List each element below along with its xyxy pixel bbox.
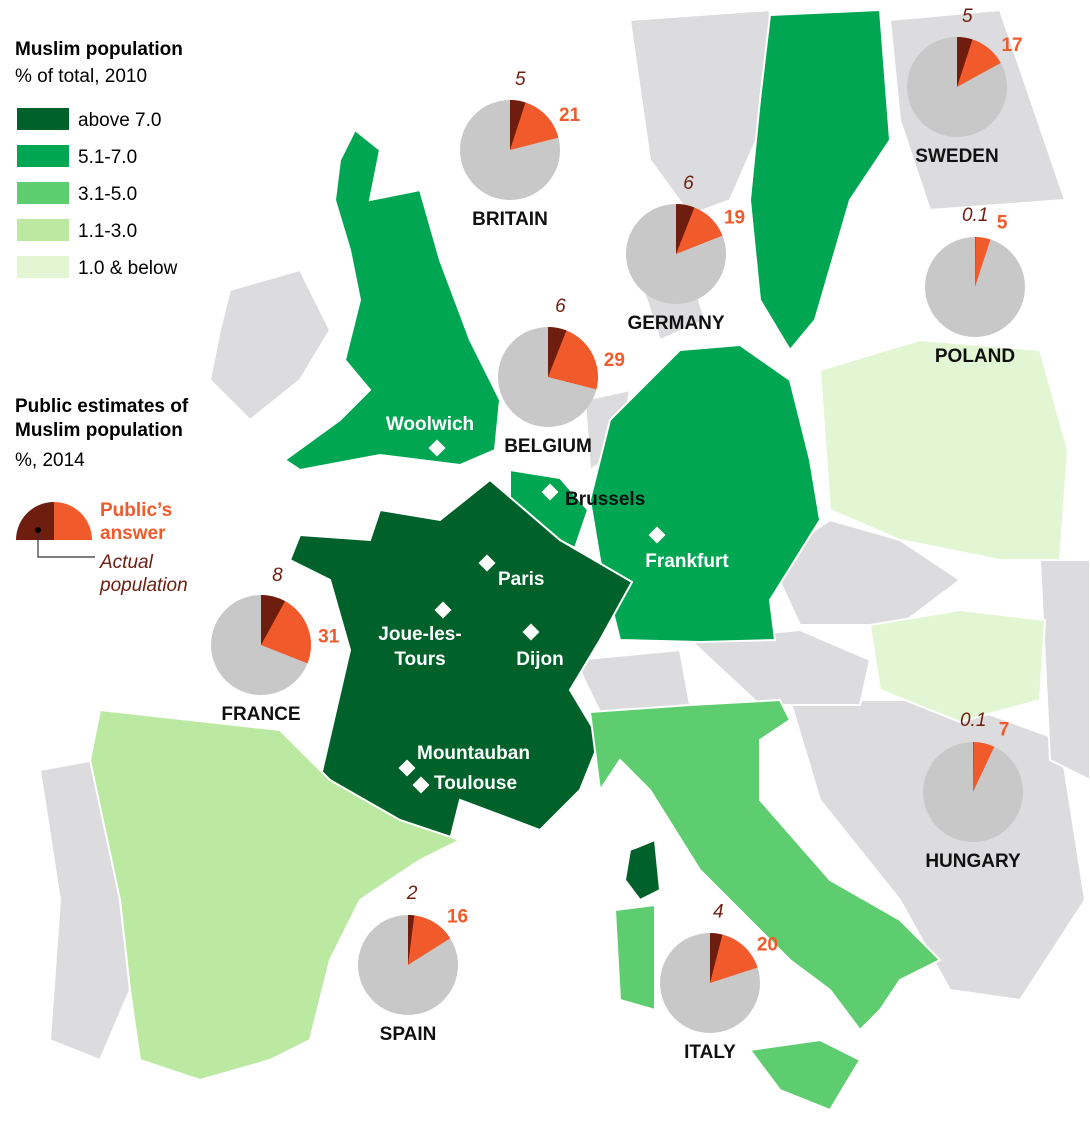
public-value: 21 [559, 105, 581, 126]
city-marker [434, 601, 452, 619]
pie-actual [510, 100, 526, 150]
legend-actual [16, 502, 54, 540]
germany [588, 343, 822, 644]
legend-swatch [17, 256, 69, 278]
legend-title: Muslim population [15, 39, 183, 60]
city-label: Mountauban [417, 743, 530, 764]
ireland [208, 268, 332, 422]
legend-label: 1.1-3.0 [78, 221, 137, 242]
actual-value: 0.1 [960, 710, 986, 731]
legend-swatch [17, 145, 69, 167]
legend-label: 1.0 & below [78, 258, 178, 279]
city-marker [478, 554, 496, 572]
public-value: 7 [999, 720, 1010, 741]
city-marker [398, 759, 416, 777]
country-name: ITALY [684, 1042, 736, 1063]
public-value: 17 [1001, 35, 1022, 56]
city-marker [522, 623, 540, 641]
pie-public [975, 237, 991, 287]
city-label: Tours [394, 649, 445, 670]
country-name: POLAND [935, 346, 1015, 367]
legend-pointer [37, 530, 95, 558]
public-label: Public’s [100, 500, 172, 521]
city-label: Woolwich [386, 414, 474, 435]
legend-dot [35, 527, 41, 533]
actual-label: population [99, 575, 188, 596]
public-value: 20 [757, 935, 778, 956]
city-label: Frankfurt [645, 551, 729, 572]
pie-actual [710, 933, 723, 983]
city-marker [541, 483, 559, 501]
spain [88, 708, 463, 1082]
city-label: Joue-les- [378, 624, 461, 645]
actual-value: 2 [406, 883, 418, 904]
estimates-subtitle: %, 2014 [15, 450, 85, 471]
pie-actual [548, 327, 567, 377]
switzerland [573, 648, 692, 714]
country-name: BELGIUM [504, 436, 592, 457]
actual-value: 5 [515, 69, 526, 90]
legend-swatch [17, 108, 69, 130]
country-name: FRANCE [221, 704, 300, 725]
public-value: 5 [997, 213, 1008, 234]
legend-swatch [17, 182, 69, 204]
actual-value: 8 [272, 565, 283, 586]
city-label: Paris [498, 569, 544, 590]
actual-value: 4 [713, 902, 724, 923]
estimates-title: Public estimates of [15, 396, 189, 417]
austria [687, 628, 872, 706]
city-label: Dijon [516, 649, 564, 670]
legend-swatch [17, 219, 69, 241]
public-value: 31 [318, 627, 340, 648]
actual-value: 6 [555, 296, 566, 317]
czech [768, 518, 962, 626]
public-value: 16 [447, 906, 468, 927]
sweden [748, 8, 892, 352]
pie-actual [957, 37, 973, 87]
public-label: answer [100, 523, 166, 544]
actual-label: Actual [99, 552, 154, 573]
legend-public [54, 502, 92, 540]
corsica [623, 838, 662, 902]
pie-actual [261, 595, 286, 645]
city-marker [428, 439, 446, 457]
public-value: 19 [724, 207, 745, 228]
legend-subtitle: % of total, 2010 [15, 66, 147, 87]
sardinia [613, 903, 656, 1012]
country-name: SWEDEN [915, 146, 998, 167]
city-label: Brussels [565, 489, 645, 510]
legend-label: 3.1-5.0 [78, 184, 137, 205]
actual-value: 6 [683, 173, 694, 194]
hungary [868, 608, 1047, 724]
country-name: HUNGARY [925, 851, 1021, 872]
sicily [748, 1038, 862, 1112]
pie-actual [676, 204, 695, 254]
public-value: 29 [604, 350, 625, 371]
country-name: GERMANY [627, 313, 724, 334]
actual-value: 5 [962, 6, 973, 27]
overlay: Muslim population % of total, 2010 above 7… [15, 6, 1025, 1063]
city-marker [412, 776, 430, 794]
pie-actual [408, 915, 415, 965]
city-label: Toulouse [434, 773, 517, 794]
britain [283, 128, 502, 472]
pie-public [973, 742, 995, 792]
pie-public [710, 933, 758, 983]
legend-label: above 7.0 [78, 110, 161, 131]
east [1038, 559, 1090, 782]
italy [588, 698, 942, 1032]
land [38, 8, 1090, 1112]
country-name: BRITAIN [472, 209, 548, 230]
country-name: SPAIN [380, 1024, 437, 1045]
pie-public [408, 915, 451, 965]
poland [818, 338, 1070, 561]
actual-value: 0.1 [962, 205, 988, 226]
estimates-title: Muslim population [15, 420, 183, 441]
norway [628, 8, 772, 217]
legend-label: 5.1-7.0 [78, 147, 137, 168]
city-marker [648, 526, 666, 544]
